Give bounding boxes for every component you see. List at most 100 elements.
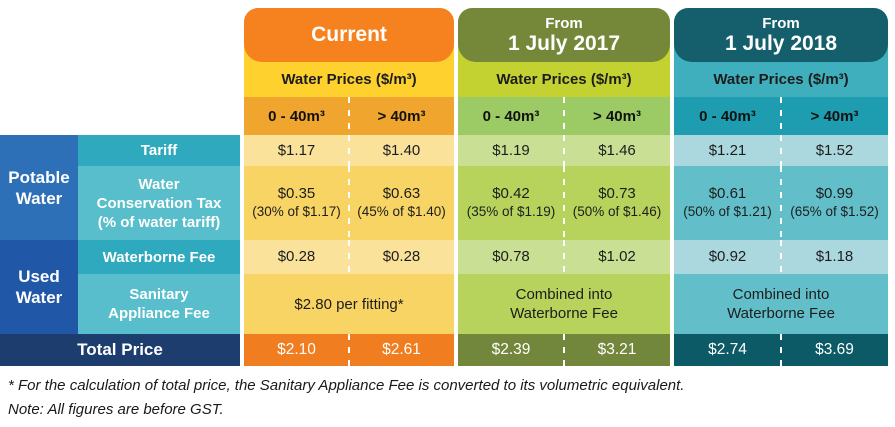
dashed-divider	[780, 166, 782, 240]
row-group-potable-water: Potable Water	[0, 135, 78, 240]
dashed-divider	[348, 334, 350, 366]
row-group-label: Water	[15, 288, 63, 307]
row-label-water-conservation-tax: Water Conservation Tax (% of water tarif…	[78, 166, 240, 240]
subheader-usage-tiers: 0 - 40m³ > 40m³	[674, 97, 888, 135]
price-value: $1.17	[277, 141, 316, 159]
footnote-asterisk: * For the calculation of total price, th…	[8, 377, 685, 394]
dashed-divider	[780, 135, 782, 166]
price-value: $0.35	[277, 185, 316, 202]
row-label-text: Water	[138, 175, 180, 193]
header-tab: From 1 July 2017	[458, 8, 670, 62]
price-value: $1.18	[815, 248, 854, 265]
cell-total-2018: $2.74 $3.69	[674, 334, 888, 366]
tier-above-40: > 40m³	[564, 108, 670, 125]
band-water-prices: Water Prices ($/m³)	[458, 62, 670, 97]
total-value: $3.69	[815, 341, 854, 358]
cell-tariff-current: $1.17 $1.40	[244, 135, 454, 166]
tier-label: > 40m³	[377, 107, 426, 125]
price-value: $0.61	[708, 185, 747, 202]
group-title-prefix: From	[762, 14, 800, 32]
price-value: $0.99	[815, 185, 854, 202]
row-group-used-water: Used Water	[0, 240, 78, 334]
tier-0-40: 0 - 40m³	[458, 108, 564, 125]
band-label: Water Prices ($/m³)	[281, 71, 417, 88]
price-percentage: (50% of $1.46)	[572, 204, 662, 219]
total-value: $2.61	[382, 341, 421, 358]
price-percentage: (65% of $1.52)	[790, 204, 879, 219]
price-value: $1.40	[382, 141, 421, 159]
subheader-usage-tiers: 0 - 40m³ > 40m³	[458, 97, 670, 135]
spanning-value: Combined into Waterborne Fee	[727, 286, 835, 322]
band-label: Water Prices ($/m³)	[713, 71, 849, 88]
group-title: 1 July 2018	[724, 31, 838, 55]
row-label-text: Appliance Fee	[108, 305, 210, 322]
dashed-divider	[563, 334, 565, 366]
tier-0-40: 0 - 40m³	[674, 108, 781, 125]
tier-0-40: 0 - 40m³	[244, 108, 349, 125]
row-label-text: Sanitary	[129, 286, 189, 303]
price-percentage: (35% of $1.19)	[466, 204, 556, 219]
cell-tariff-2018: $1.21 $1.52	[674, 135, 888, 166]
cell-sanitary-current: $2.80 per fitting*	[244, 274, 454, 334]
subheader-usage-tiers: 0 - 40m³ > 40m³	[244, 97, 454, 135]
row-group-label: Water	[15, 188, 63, 208]
header-tab: From 1 July 2018	[674, 8, 888, 62]
price-value: $0.28	[277, 248, 316, 265]
total-value: $3.21	[597, 341, 637, 358]
column-group-header-july-2018: From 1 July 2018	[674, 8, 888, 62]
cell-tariff-2017: $1.19 $1.46	[458, 135, 670, 166]
cell-wct-2018: $0.61 (50% of $1.21) $0.99 (65% of $1.52…	[674, 166, 888, 240]
price-value: $0.42	[492, 185, 530, 202]
total-value: $2.39	[491, 341, 531, 358]
price-value: $0.78	[492, 248, 530, 265]
tier-above-40: > 40m³	[781, 108, 888, 125]
price-value: $0.63	[382, 185, 421, 202]
dashed-divider	[348, 240, 350, 274]
cell-wct-current: $0.35 (30% of $1.17) $0.63 (45% of $1.40…	[244, 166, 454, 240]
tier-label: 0 - 40m³	[482, 107, 540, 125]
row-label-text: Conservation Tax	[96, 194, 222, 212]
row-label-text: Total Price	[77, 340, 163, 359]
tier-label: 0 - 40m³	[699, 107, 756, 125]
group-title: 1 July 2017	[507, 31, 621, 55]
tier-label: > 40m³	[810, 107, 859, 125]
cell-total-current: $2.10 $2.61	[244, 334, 454, 366]
price-percentage: (30% of $1.17)	[252, 204, 341, 219]
price-value: $1.02	[598, 248, 636, 265]
price-percentage: (45% of $1.40)	[357, 204, 446, 219]
dashed-divider	[348, 166, 350, 240]
group-title: Current	[311, 23, 387, 46]
total-value: $2.10	[277, 341, 316, 358]
band-water-prices: Water Prices ($/m³)	[674, 62, 888, 97]
total-value: $2.74	[708, 341, 747, 358]
band-label: Water Prices ($/m³)	[496, 71, 632, 88]
spanning-value: Combined into Waterborne Fee	[510, 286, 618, 322]
price-percentage: (50% of $1.21)	[683, 204, 772, 219]
cell-wct-2017: $0.42 (35% of $1.19) $0.73 (50% of $1.46…	[458, 166, 670, 240]
group-title-prefix: From	[545, 14, 583, 32]
price-value: $0.28	[382, 248, 421, 265]
cell-sanitary-2018: Combined into Waterborne Fee	[674, 274, 888, 334]
row-label-waterborne-fee: Waterborne Fee	[78, 240, 240, 274]
column-group-header-current: Current	[244, 8, 454, 62]
price-value: $1.46	[598, 141, 636, 159]
dashed-divider	[780, 240, 782, 274]
dashed-divider	[348, 97, 350, 135]
dashed-divider	[563, 240, 565, 274]
row-label-total-price: Total Price	[0, 334, 240, 366]
dashed-divider	[780, 97, 782, 135]
water-prices-table: Potable Water Used Water Tariff Water Co…	[0, 8, 888, 366]
header-tab: Current	[244, 8, 454, 62]
price-value: $0.92	[708, 248, 747, 265]
dashed-divider	[348, 135, 350, 166]
row-group-label: Used	[18, 267, 60, 286]
dashed-divider	[563, 97, 565, 135]
row-label-text: Waterborne Fee	[102, 248, 216, 266]
dashed-divider	[563, 135, 565, 166]
column-group-header-july-2017: From 1 July 2017	[458, 8, 670, 62]
row-label-sanitary-appliance-fee: Sanitary Appliance Fee	[78, 274, 240, 334]
tier-label: > 40m³	[593, 107, 641, 125]
tier-label: 0 - 40m³	[268, 107, 325, 125]
footnote-gst: Note: All figures are before GST.	[8, 401, 224, 418]
